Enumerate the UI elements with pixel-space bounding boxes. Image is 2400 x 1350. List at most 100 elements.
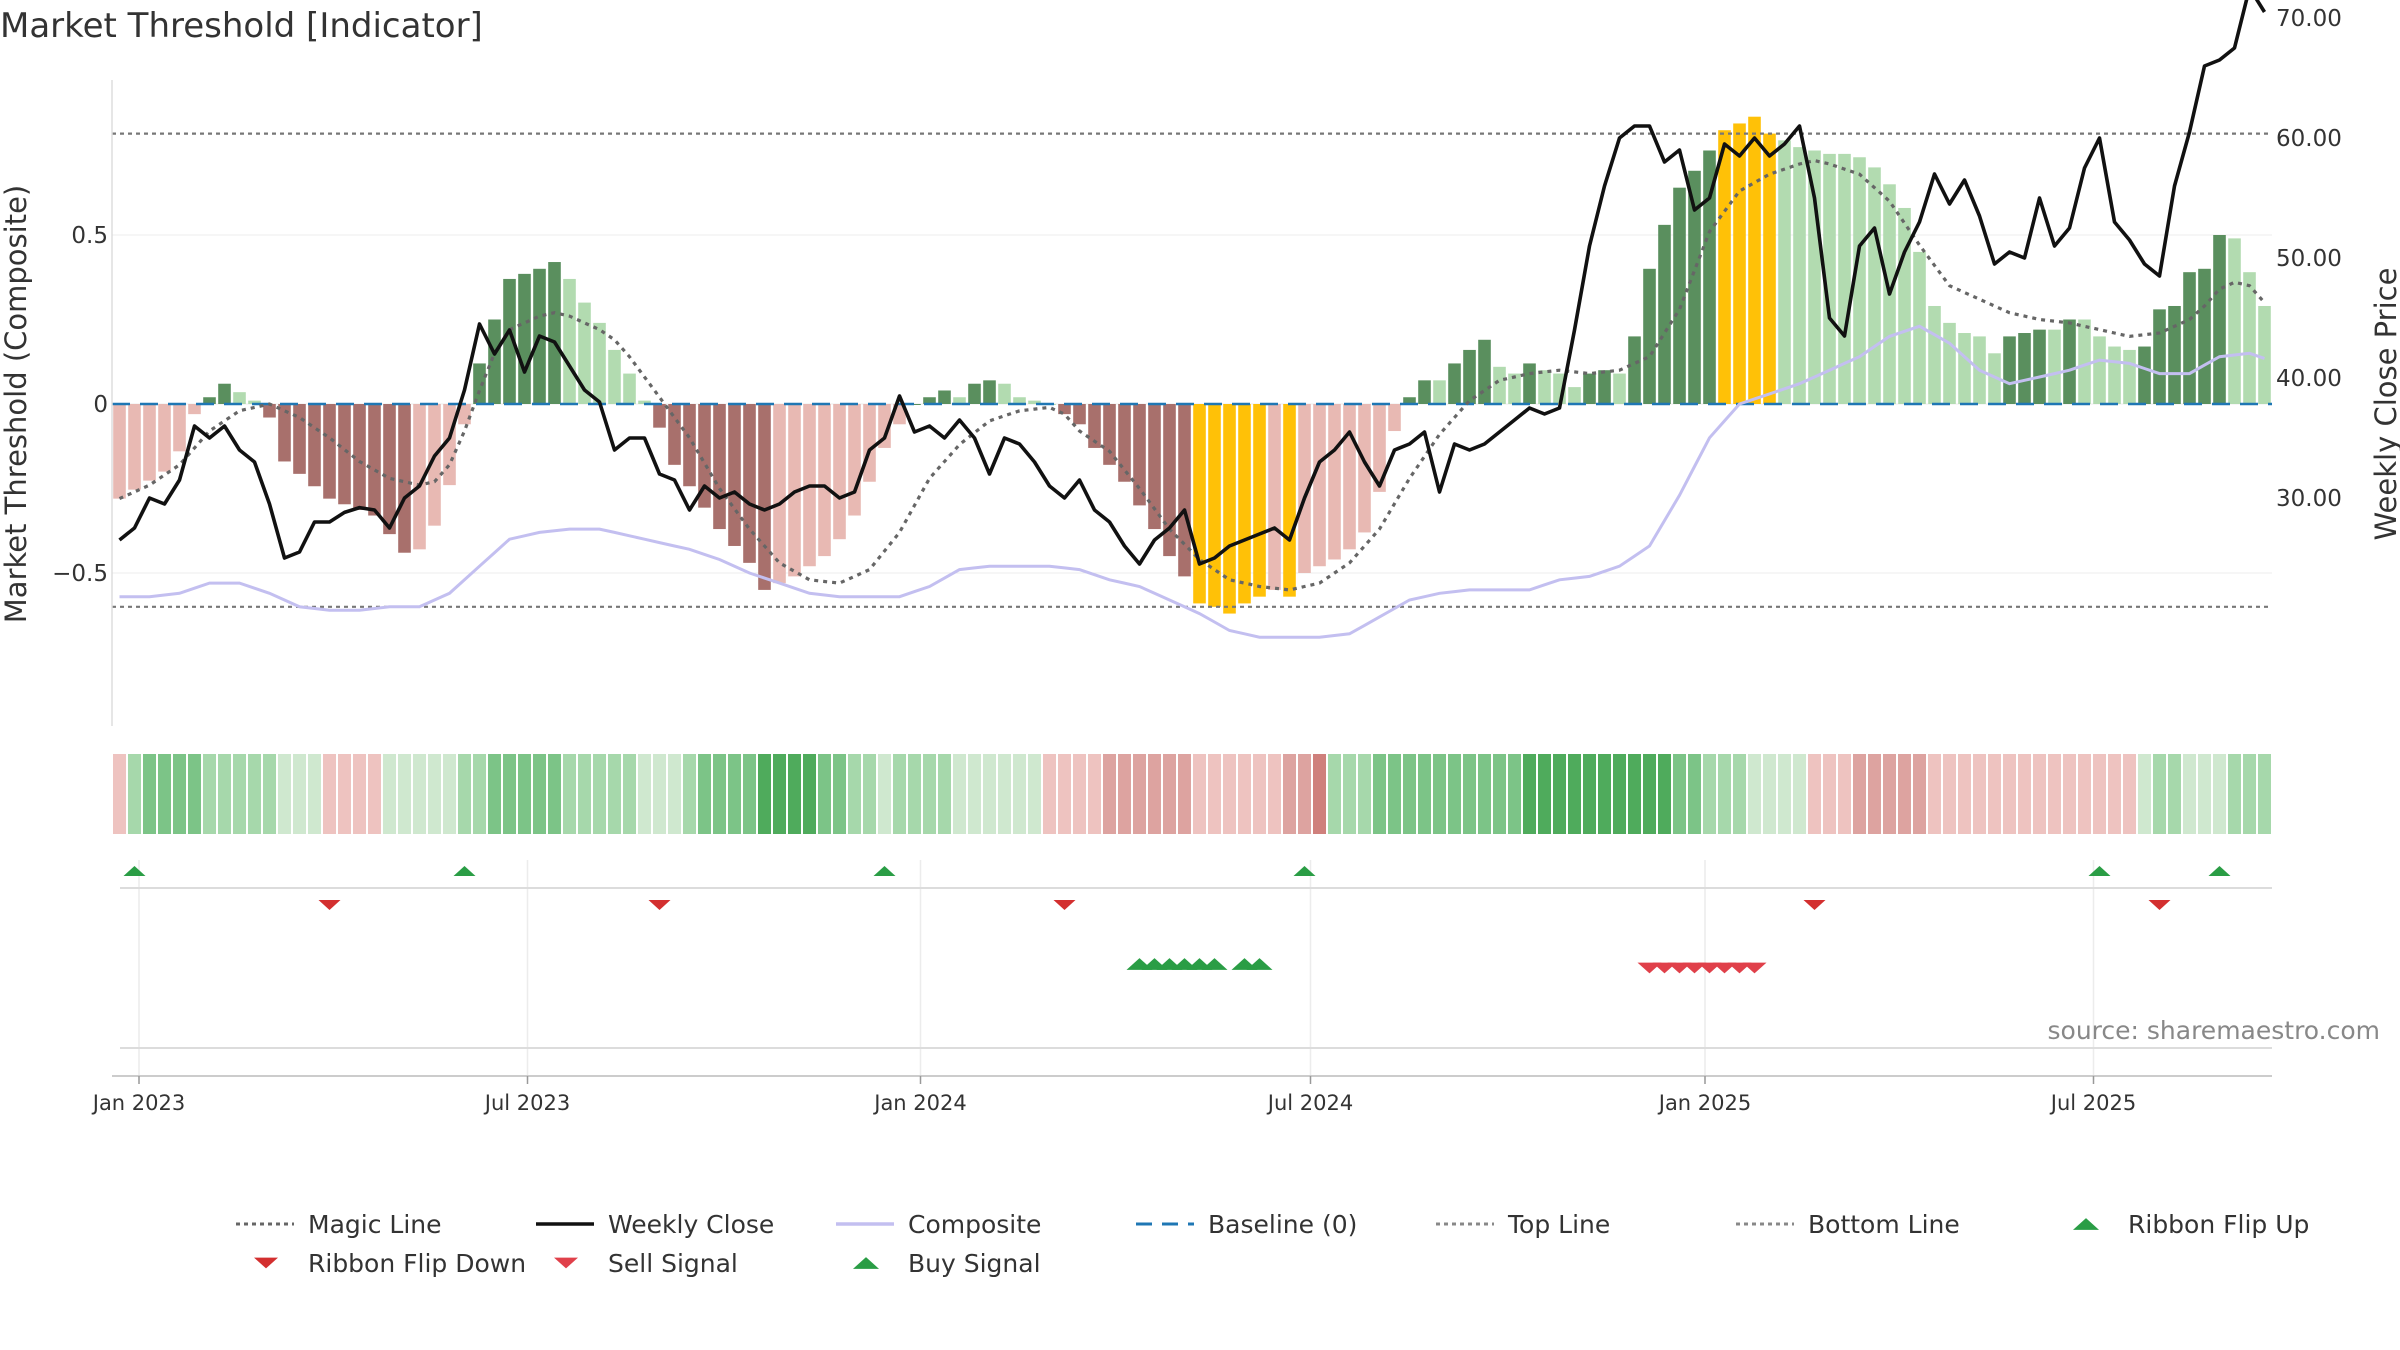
composite-bar <box>833 404 846 540</box>
composite-bar <box>1703 150 1716 404</box>
composite-bar <box>2243 272 2256 404</box>
ribbon-cell <box>893 754 906 834</box>
x-tick-label: Jul 2023 <box>483 1091 570 1115</box>
ribbon-flip-down-marker <box>1053 900 1076 910</box>
ribbon-cell <box>1718 754 1731 834</box>
ribbon-cell <box>2033 754 2046 834</box>
ribbon-cell <box>338 754 351 834</box>
composite-bar <box>1478 339 1491 404</box>
composite-bar <box>1688 170 1701 404</box>
composite-bar <box>488 319 501 404</box>
composite-bar <box>1118 404 1131 482</box>
composite-bar <box>1133 404 1146 506</box>
left-tick-label: 0 <box>93 392 108 418</box>
ribbon-cell <box>938 754 951 834</box>
ribbon-cell <box>2138 754 2151 834</box>
composite-bar <box>1268 404 1281 590</box>
composite-bar <box>1253 404 1266 597</box>
composite-bar <box>908 404 921 405</box>
composite-bar <box>1853 157 1866 404</box>
composite-bar <box>428 404 441 526</box>
ribbon-cell <box>2183 754 2196 834</box>
ribbon-flip-down-marker <box>318 900 341 910</box>
weekly-close-line <box>118 0 2267 566</box>
ribbon-cell <box>1223 754 1236 834</box>
composite-bar <box>1223 404 1236 614</box>
ribbon-cell <box>158 754 171 834</box>
sell-signal-marker <box>1742 962 1767 974</box>
composite-bar <box>1088 404 1101 448</box>
composite-bar <box>233 392 246 404</box>
composite-bar <box>2003 336 2016 404</box>
composite-bar <box>158 404 171 472</box>
ribbon-flip-down-marker <box>2148 900 2171 910</box>
ribbon-cell <box>1733 754 1746 834</box>
ribbon-cell <box>1898 754 1911 834</box>
ribbon-cell <box>1313 754 1326 834</box>
right-tick-label: 50.00 <box>2276 246 2342 272</box>
composite-bar <box>1598 370 1611 404</box>
ribbon-cell <box>488 754 501 834</box>
composite-bar <box>203 397 216 404</box>
ribbon-cell <box>293 754 306 834</box>
composite-bar <box>1028 400 1041 404</box>
ribbon-flip-up-marker <box>873 866 896 876</box>
ribbon-cell <box>1568 754 1581 834</box>
composite-bar <box>1283 404 1296 597</box>
composite-bar <box>578 302 591 404</box>
ribbon-cell <box>413 754 426 834</box>
composite-bar <box>1643 268 1656 404</box>
legend-label: Ribbon Flip Down <box>308 1249 526 1278</box>
ribbon-cell <box>2243 754 2256 834</box>
ribbon-cell <box>608 754 621 834</box>
composite-bar <box>1148 404 1161 530</box>
composite-bar <box>383 404 396 535</box>
x-tick-label: Jan 2023 <box>91 1091 186 1115</box>
composite-bar <box>1073 404 1086 425</box>
composite-bar <box>743 404 756 563</box>
x-axis: Jan 2023 Jul 2023 Jan 2024 Jul 2024 Jan 2025… <box>91 1075 2272 1115</box>
ribbon-cell <box>2258 754 2271 834</box>
composite-bar <box>2063 319 2076 404</box>
composite-bar <box>2123 349 2136 404</box>
ribbon-cell <box>878 754 891 834</box>
composite-bar <box>338 404 351 505</box>
composite-bar <box>1568 387 1581 404</box>
signal-markers <box>120 866 2272 1269</box>
composite-bar <box>1748 116 1761 404</box>
ribbon-cell <box>1628 754 1641 834</box>
composite-bar <box>1778 140 1791 405</box>
composite-bar <box>1313 404 1326 567</box>
ribbon-cell <box>1823 754 1836 834</box>
composite-bar <box>953 397 966 404</box>
ribbon-cell <box>1163 754 1176 834</box>
composite-bar <box>968 383 981 404</box>
composite-bar <box>548 262 561 404</box>
composite-bar <box>368 404 381 516</box>
composite-bar <box>2138 346 2151 404</box>
ribbon-cell <box>323 754 336 834</box>
composite-bar <box>353 404 366 510</box>
magic-line <box>118 158 2266 592</box>
legend-swatch <box>853 1257 879 1269</box>
composite-bar <box>1103 404 1116 465</box>
ribbon-cell <box>2108 754 2121 834</box>
ribbon-cell <box>2198 754 2211 834</box>
composite-bar <box>923 397 936 404</box>
composite-bar <box>1538 370 1551 404</box>
ribbon-cell <box>368 754 381 834</box>
ribbon-cell <box>2003 754 2016 834</box>
ribbon-cell <box>1148 754 1161 834</box>
ribbon-cell <box>263 754 276 834</box>
right-axis-label: Weekly Close Price <box>2369 268 2400 541</box>
composite-bar <box>1163 404 1176 557</box>
x-tick-label: Jan 2025 <box>1657 1091 1752 1115</box>
composite-bar <box>653 404 666 428</box>
composite-bar <box>2048 329 2061 404</box>
ribbon-cell <box>563 754 576 834</box>
composite-bar <box>248 400 261 404</box>
composite-bar <box>1958 333 1971 404</box>
left-tick-label: −0.5 <box>52 561 108 587</box>
legend: Magic Line Weekly Close Composite Baseline … <box>236 1210 2309 1278</box>
legend-label: Magic Line <box>308 1210 442 1239</box>
